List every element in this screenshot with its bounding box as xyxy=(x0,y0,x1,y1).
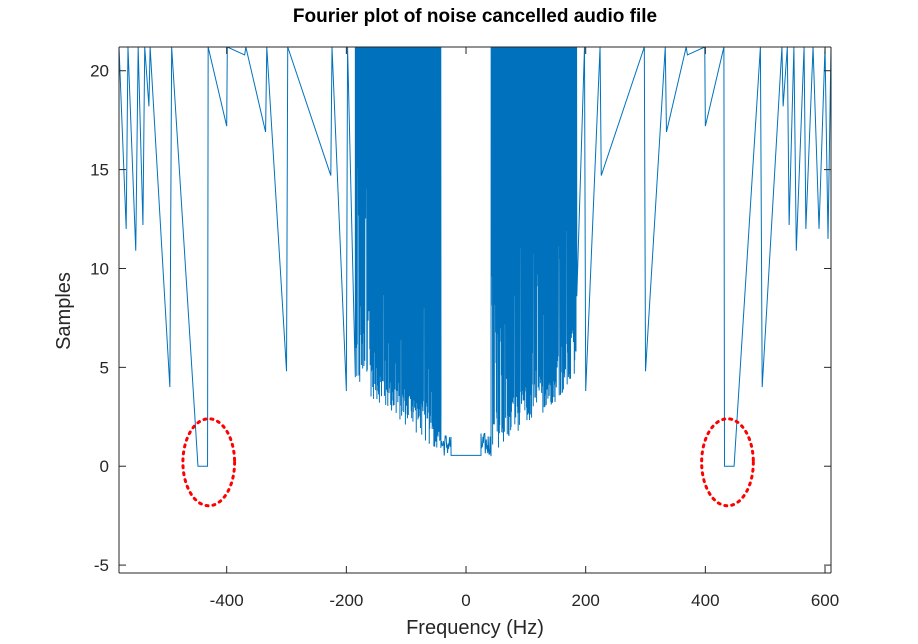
x-axis-title: Frequency (Hz) xyxy=(406,617,544,639)
annotation-dotted-circle xyxy=(181,417,237,508)
y-tick-label: -5 xyxy=(94,556,109,575)
series-line-spectrum xyxy=(119,47,831,467)
y-axis-title: Samples xyxy=(53,272,75,350)
chart-title: Fourier plot of noise cancelled audio fi… xyxy=(293,6,657,27)
y-tick-label: 10 xyxy=(90,259,109,278)
x-tick-label: 400 xyxy=(691,591,719,610)
y-tick-label: 0 xyxy=(100,457,109,476)
x-tick-label: -400 xyxy=(210,591,244,610)
x-tick-label: 200 xyxy=(572,591,600,610)
y-tick-label: 5 xyxy=(100,358,109,377)
y-tick-label: 15 xyxy=(90,161,109,180)
annotation-dotted-circle xyxy=(700,417,755,508)
x-tick-label: -200 xyxy=(329,591,363,610)
x-tick-label: 600 xyxy=(811,591,839,610)
x-tick-label: 0 xyxy=(461,591,470,610)
plot-area: -400 -200 0 200 400 600 -5 0 5 10 15 20 xyxy=(90,46,839,610)
y-tick-label: 20 xyxy=(90,62,109,81)
